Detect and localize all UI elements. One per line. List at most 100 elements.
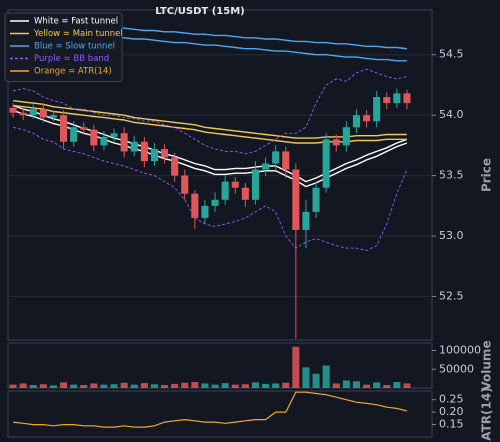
y-tick-label: 54.5: [439, 48, 464, 61]
candle-body: [120, 133, 128, 152]
candle-body: [140, 141, 148, 162]
legend-label: White = Fast tunnel: [34, 17, 118, 27]
volume-bar: [211, 384, 219, 388]
y-tick-label: 0.25: [439, 393, 464, 406]
panel-frame: [7, 9, 433, 341]
volume-bar: [282, 382, 290, 388]
y-tick-label: 0.15: [439, 418, 464, 431]
tunnel-line: [12, 109, 408, 188]
tunnel-line: [12, 68, 408, 155]
volume-bar: [251, 382, 259, 388]
candle-body: [29, 109, 37, 116]
candle-body: [272, 151, 280, 164]
y-tick-label: 53.0: [439, 229, 464, 242]
candle-body: [282, 151, 290, 170]
volume-bar: [181, 382, 189, 388]
volume-bar: [352, 381, 360, 388]
volume-bar: [383, 385, 391, 388]
candle-body: [19, 112, 27, 116]
candle-body: [352, 115, 360, 128]
volume-bar: [332, 383, 340, 388]
volume-bar: [342, 380, 350, 388]
tunnel-line: [13, 104, 407, 144]
candle-body: [262, 163, 270, 170]
volume-bar: [120, 382, 128, 388]
candle-body: [231, 181, 239, 188]
y-tick-label: 0.20: [439, 405, 464, 418]
tunnel-line: [13, 100, 407, 139]
candle-body: [100, 136, 108, 146]
candle-body: [221, 181, 229, 200]
candle-body: [9, 107, 17, 113]
candle-body: [181, 175, 189, 194]
y-tick-label: 50000: [439, 362, 474, 375]
candle-body: [211, 199, 219, 206]
candle-body: [80, 127, 88, 130]
candle-body: [60, 115, 68, 142]
volume-bar: [90, 383, 98, 388]
candle-body: [39, 109, 47, 118]
tunnel-line: [12, 104, 408, 183]
volume-bar: [292, 346, 300, 388]
volume-bar: [110, 384, 118, 388]
volume-bar: [29, 385, 37, 388]
candle-body: [403, 93, 411, 104]
y-tick-label: 52.5: [439, 289, 464, 302]
y-tick-label: 100000: [439, 344, 481, 357]
volume-bar: [150, 384, 158, 388]
volume-bar: [302, 367, 310, 388]
y-tick-label: 54.0: [439, 108, 464, 121]
legend-label: Purple = BB band: [34, 54, 109, 64]
volume-bar: [9, 384, 17, 388]
volume-bar: [100, 384, 108, 388]
candle-body: [161, 149, 169, 158]
candle-body: [49, 115, 57, 118]
chart-title: LTC/USDT (15M): [155, 6, 244, 17]
volume-bar: [312, 373, 320, 388]
legend-label: Blue = Slow tunnel: [34, 42, 115, 52]
volume-bar: [272, 383, 280, 388]
legend-label: Yellow = Main tunnel: [33, 29, 123, 39]
tunnel-line: [12, 126, 408, 251]
volume-bar: [80, 385, 88, 388]
volume-bar: [403, 383, 411, 388]
volume-bar: [140, 383, 148, 388]
volume-bar: [373, 382, 381, 388]
candle-body: [251, 169, 259, 200]
y-axis-label: Volume: [480, 340, 494, 390]
candle-body: [312, 187, 320, 212]
volume-bar: [363, 384, 371, 388]
volume-bar: [161, 385, 169, 388]
candle-body: [150, 149, 158, 162]
volume-bar: [19, 383, 27, 388]
atr-line: [13, 391, 408, 428]
candle-body: [130, 141, 138, 152]
y-axis-label: ATR(14): [480, 387, 494, 440]
legend-label: Orange = ATR(14): [34, 67, 112, 77]
candle-body: [302, 211, 310, 230]
volume-bar: [393, 382, 401, 388]
panel-frame: [7, 390, 433, 438]
volume-bar: [241, 384, 249, 388]
candle-body: [201, 205, 209, 218]
volume-bar: [130, 384, 138, 388]
volume-bar: [322, 365, 330, 388]
candle-body: [110, 133, 118, 137]
candle-body: [322, 139, 330, 188]
candle-body: [383, 97, 391, 104]
volume-bar: [60, 382, 68, 388]
volume-bar: [231, 384, 239, 388]
volume-bar: [39, 384, 47, 388]
volume-bar: [49, 385, 57, 388]
candle-body: [393, 93, 401, 104]
volume-bar: [171, 383, 179, 388]
panel-frame: [7, 342, 433, 389]
legend-box: [4, 12, 123, 82]
candle-body: [292, 169, 300, 230]
y-tick-label: 53.5: [439, 169, 464, 182]
candle-body: [171, 157, 179, 176]
volume-bar: [70, 384, 78, 388]
volume-bar: [262, 383, 270, 388]
volume-bar: [221, 383, 229, 388]
legend: White = Fast tunnel Yellow = Main tunnel B…: [4, 12, 123, 82]
